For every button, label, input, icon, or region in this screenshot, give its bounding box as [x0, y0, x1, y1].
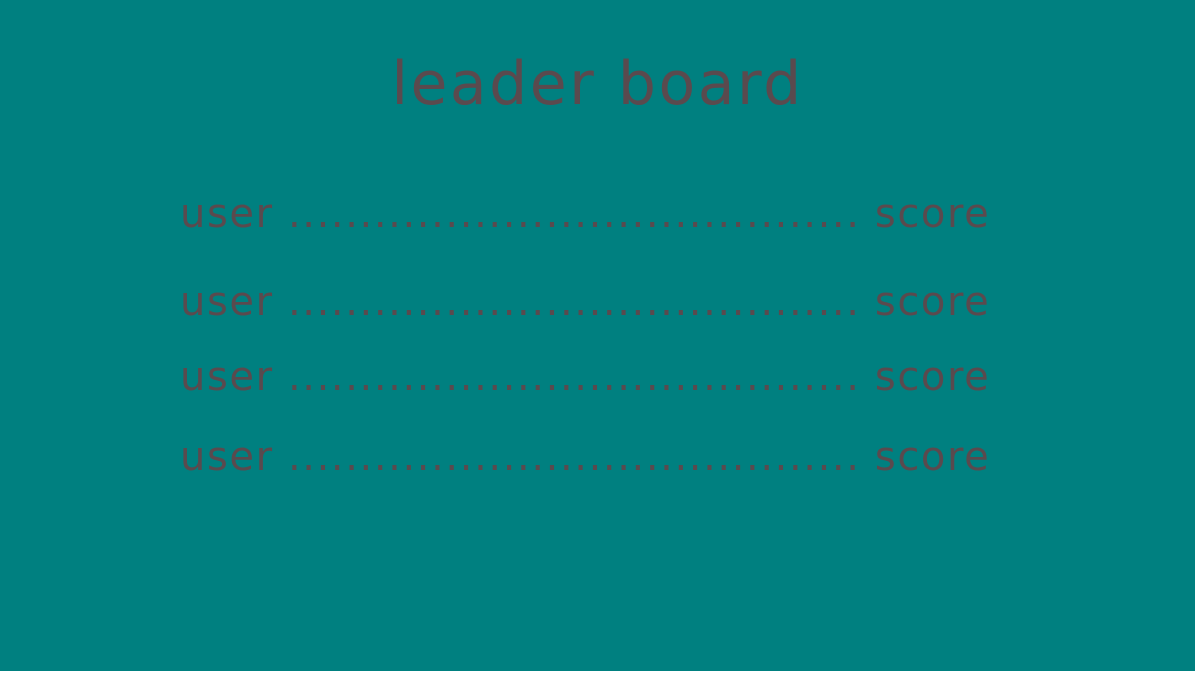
dot-leader: ........................................	[273, 191, 875, 237]
dot-leader: ........................................	[273, 434, 875, 480]
leaderboard-row: user ...................................…	[180, 352, 990, 402]
user-name: user	[180, 354, 274, 400]
user-score: score	[874, 191, 991, 237]
leaderboard-row: user ...................................…	[180, 189, 990, 239]
user-score: score	[874, 354, 991, 400]
user-score: score	[874, 434, 991, 480]
user-name: user	[180, 279, 274, 325]
user-name: user	[180, 191, 274, 237]
leaderboard-row: user ...................................…	[180, 432, 990, 482]
leaderboard-row: user ...................................…	[180, 277, 990, 327]
dot-leader: ........................................	[273, 354, 875, 400]
leaderboard-title: leader board	[391, 49, 804, 119]
user-name: user	[180, 434, 274, 480]
user-score: score	[874, 279, 991, 325]
dot-leader: ........................................	[273, 279, 875, 325]
